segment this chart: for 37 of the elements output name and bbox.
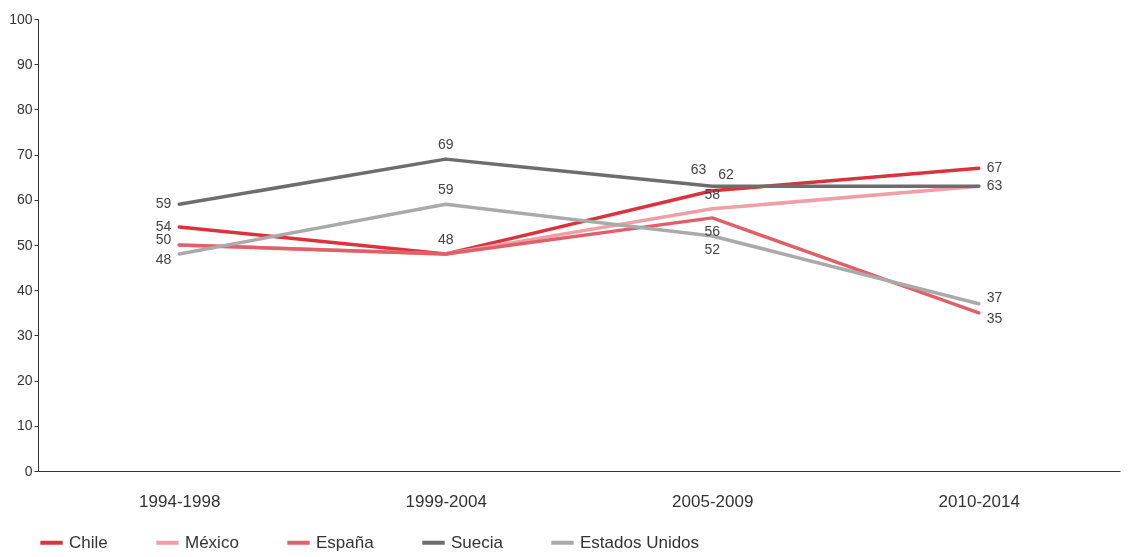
data-label: 69 [437,136,454,153]
y-tick-label: 60 [16,191,33,208]
legend-label: Suecia [451,532,504,552]
line-series [177,216,981,315]
data-label: 63 [690,161,707,178]
data-label: 67 [986,159,1003,176]
y-tick-label: 20 [16,372,33,389]
legend-label: Chile [69,532,108,552]
data-label: 54 [155,217,172,234]
y-tick-label: 40 [16,281,33,298]
data-label: 62 [718,165,735,182]
data-label: 59 [437,181,454,198]
data-label: 63 [986,177,1003,194]
x-tick-label: 1994-1998 [139,491,221,511]
y-tick-label: 30 [16,326,33,343]
data-label: 35 [986,309,1003,326]
data-label: 37 [986,288,1003,305]
x-tick-label: 2010-2014 [938,491,1020,511]
line-series [177,202,981,306]
y-tick-label: 50 [16,236,33,253]
y-tick-label: 80 [16,100,33,117]
x-tick-label: 2005-2009 [672,491,754,511]
y-tick-label: 10 [16,417,33,434]
legend-label: Estados Unidos [580,532,700,552]
data-label: 52 [704,240,721,257]
data-label: 50 [155,231,172,247]
x-tick-label: 1999-2004 [405,491,487,511]
legend-label: México [185,532,239,552]
y-tick-label: 90 [16,55,33,72]
data-label: 48 [437,231,454,248]
y-tick-label: 0 [24,462,33,479]
data-label: 59 [155,195,172,212]
legend-label: España [316,532,375,552]
data-label: 48 [155,251,172,268]
data-label: 56 [704,222,721,239]
y-tick-label: 100 [9,10,33,27]
y-tick-label: 70 [16,146,33,163]
